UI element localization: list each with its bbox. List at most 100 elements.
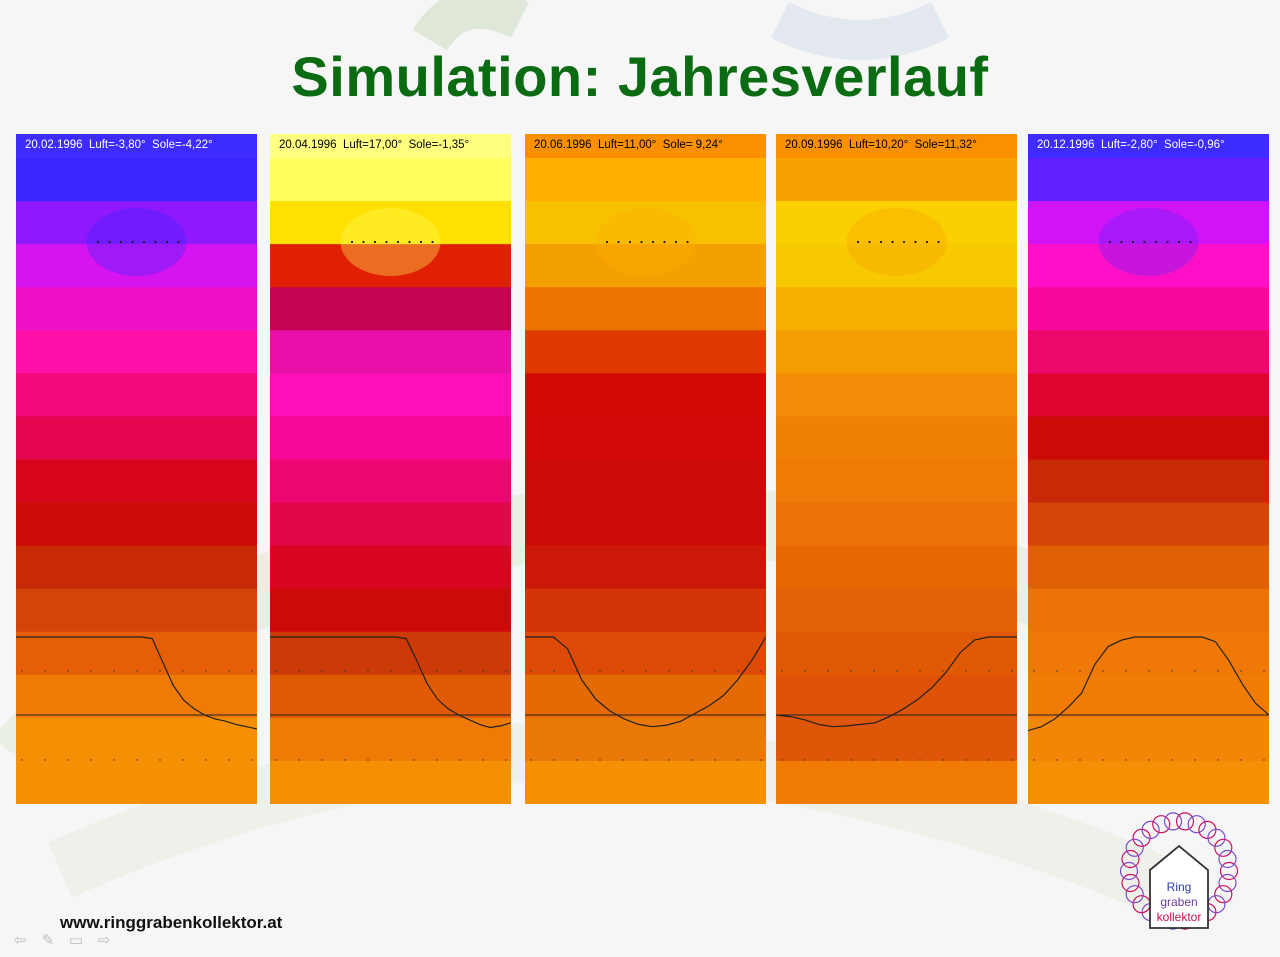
grid-dot — [1148, 759, 1150, 761]
annual-curve — [776, 636, 1017, 728]
temperature-band — [1028, 158, 1269, 203]
grid-dot — [321, 759, 323, 761]
collector-tube-marker — [868, 240, 871, 244]
grid-dot — [804, 670, 806, 672]
temperature-band — [16, 631, 257, 676]
grid-dot — [873, 670, 875, 672]
collector-tube-marker — [108, 240, 111, 244]
simulation-panel-april: 20.04.1996 Luft=17,00° Sole=-1,35° — [270, 134, 511, 804]
grid-dot — [367, 670, 369, 672]
arrow-left-icon[interactable]: ⇦ — [13, 931, 27, 949]
grid-dot — [228, 759, 230, 761]
collector-tube-marker — [431, 240, 434, 244]
caption-bar — [270, 134, 511, 158]
grid-dot — [413, 759, 415, 761]
collector-tube-marker — [1177, 240, 1181, 244]
grid-dot — [896, 670, 898, 672]
panel-caption: 20.06.1996 Luft=11,00° Sole= 9,24° — [534, 139, 723, 151]
grid-dot — [298, 670, 300, 672]
collector-tube-marker — [165, 240, 169, 244]
menu-icon[interactable]: ▭ — [68, 931, 84, 949]
temperature-band — [1028, 674, 1269, 719]
panel-caption: 20.09.1996 Luft=10,20° Sole=11,32° — [785, 139, 977, 151]
simulation-panel-december: 20.12.1996 Luft=-2,80° Sole=-0,96° — [1028, 134, 1269, 804]
panel-caption: 20.04.1996 Luft=17,00° Sole=-1,35° — [279, 139, 470, 151]
grid-dot — [896, 759, 898, 761]
logo-loop — [1163, 812, 1183, 831]
temperature-band — [16, 545, 257, 590]
grid-dot — [390, 759, 392, 761]
temperature-band — [776, 373, 1017, 418]
grid-dot — [691, 670, 693, 672]
grid-dot — [530, 759, 532, 761]
grid-dot — [988, 670, 990, 672]
grid-dot — [1102, 759, 1104, 761]
grid-dot — [599, 670, 601, 672]
temperature-band — [776, 760, 1017, 804]
grid-dot — [1033, 670, 1035, 672]
collector-tube-marker — [891, 240, 894, 244]
collector-tube-marker — [154, 240, 157, 244]
annual-curve — [16, 636, 257, 730]
grid-dot — [668, 759, 670, 761]
grid-dot — [1079, 670, 1081, 672]
grid-dot — [1056, 670, 1058, 672]
collector-tube-marker — [362, 240, 365, 244]
temperature-field — [525, 134, 766, 804]
temperature-band — [776, 459, 1017, 504]
collector-tube-marker — [1189, 240, 1192, 244]
pen-icon[interactable]: ✎ — [41, 931, 55, 949]
logo-loop — [1125, 885, 1144, 904]
grid-dot — [1263, 759, 1265, 761]
collector-tube-marker — [131, 240, 134, 244]
grid-dot — [505, 670, 507, 672]
temperature-band — [270, 760, 511, 804]
grid-dot — [251, 759, 253, 761]
temperature-band — [776, 588, 1017, 633]
slide-title: Simulation: Jahresverlauf — [291, 45, 989, 108]
temperature-band — [16, 459, 257, 504]
temperature-band — [270, 416, 511, 461]
grid-dot — [436, 759, 438, 761]
grid-dot — [1217, 759, 1219, 761]
grid-dot — [136, 759, 138, 761]
temperature-band — [525, 459, 766, 504]
logo-loop — [1121, 873, 1140, 893]
grid-dot — [668, 670, 670, 672]
grid-dot — [714, 759, 716, 761]
grid-dot — [251, 670, 253, 672]
simulation-panel-february: 20.02.1996 Luft=-3,80° Sole=-4,22° — [16, 134, 257, 804]
collector-tube-marker — [925, 240, 929, 244]
grid-dot — [760, 670, 762, 672]
temperature-band — [776, 201, 1017, 246]
grid-dot — [1056, 759, 1058, 761]
grid-dot — [21, 759, 23, 761]
caption-bar — [525, 134, 766, 158]
temperature-band — [776, 287, 1017, 332]
collector-tube-marker — [1166, 240, 1169, 244]
grid-dot — [965, 759, 967, 761]
temperature-band — [1028, 459, 1269, 504]
logo-loop — [1207, 828, 1226, 847]
ringgrabenkollektor-logo: Ring graben kollektor — [1116, 808, 1242, 934]
temperature-band — [1028, 717, 1269, 762]
temperature-band — [525, 158, 766, 203]
arrow-right-icon[interactable]: ⇨ — [97, 931, 111, 949]
temperature-band — [270, 588, 511, 633]
grid-dot — [1125, 759, 1127, 761]
collector-tube-marker — [119, 240, 123, 244]
logo-loop — [1214, 885, 1233, 904]
temperature-field — [16, 134, 257, 804]
temperature-band — [776, 502, 1017, 547]
temperature-band — [776, 244, 1017, 289]
temperature-band — [270, 459, 511, 504]
grid-dot — [645, 759, 647, 761]
grid-dot — [645, 670, 647, 672]
collector-tube-marker — [663, 240, 666, 244]
temperature-band — [525, 330, 766, 375]
grid-dot — [942, 759, 944, 761]
slide-navigation: ⇦ ✎ ▭ ⇨ — [10, 932, 114, 948]
logo-ring-graphic — [1119, 812, 1239, 930]
temperature-band — [1028, 760, 1269, 804]
logo-loop — [1214, 838, 1233, 857]
